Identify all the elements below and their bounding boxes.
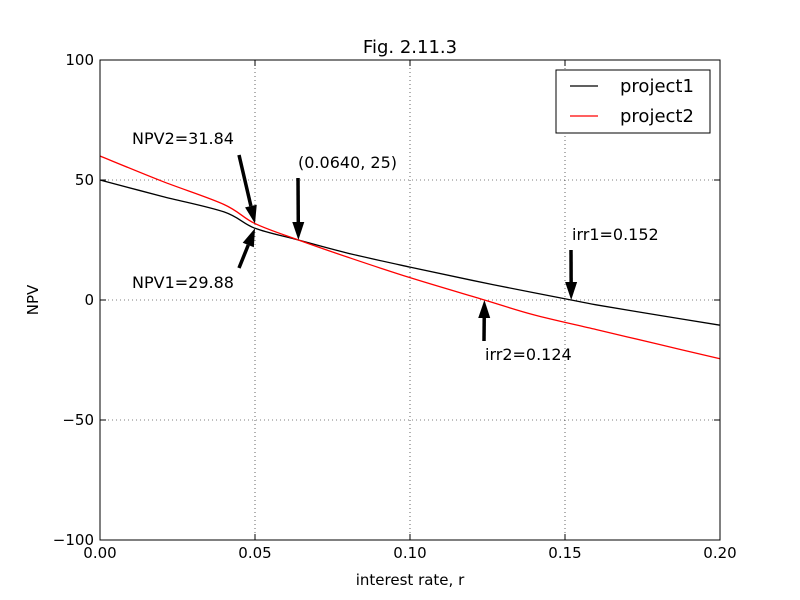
annotation-arrow-0 (237, 154, 257, 224)
grid-lines (100, 60, 720, 540)
series-line-project1 (99, 179, 721, 326)
y-tick-labels: −100 −50 0 50 100 (53, 51, 94, 549)
x-tick-label: 0.20 (703, 544, 736, 562)
legend-label-project1: project1 (620, 76, 694, 97)
x-axis-label: interest rate, r (356, 571, 465, 589)
annotation-label-4: irr2=0.124 (485, 345, 572, 364)
annotation-arrow-3 (565, 249, 578, 300)
y-tick-label: 0 (84, 291, 94, 309)
annotation-label-2: NPV1=29.88 (132, 273, 234, 292)
x-tick-label: 0.05 (238, 544, 271, 562)
series-lines (99, 155, 721, 360)
legend: project1 project2 (555, 69, 711, 134)
series-line-project2 (99, 155, 721, 360)
annotation-label-0: NPV2=31.84 (132, 129, 234, 148)
annotation-label-1: (0.0640, 25) (298, 153, 397, 172)
x-tick-label: 0.15 (548, 544, 581, 562)
y-tick-label: 50 (75, 171, 94, 189)
legend-label-project2: project2 (620, 106, 694, 127)
x-tick-label: 0.00 (83, 544, 116, 562)
annotation-arrow-4 (478, 300, 491, 342)
x-tick-label: 0.10 (393, 544, 426, 562)
annotation-label-3: irr1=0.152 (572, 225, 659, 244)
y-tick-label: −100 (53, 531, 94, 549)
axis-ticks (99, 59, 721, 541)
y-tick-label: 100 (65, 51, 94, 69)
annotation-arrow-2 (237, 228, 255, 269)
y-axis-label: NPV (24, 284, 42, 315)
x-tick-labels: 0.00 0.05 0.10 0.15 0.20 (83, 544, 736, 562)
annotation-arrow-1 (292, 177, 305, 240)
annotations: NPV2=31.84 (0.0640, 25) NPV1=29.88 irr1=0.1… (132, 129, 659, 364)
y-tick-label: −50 (62, 411, 94, 429)
chart-title: Fig. 2.11.3 (363, 37, 457, 58)
legend-box (555, 69, 711, 134)
